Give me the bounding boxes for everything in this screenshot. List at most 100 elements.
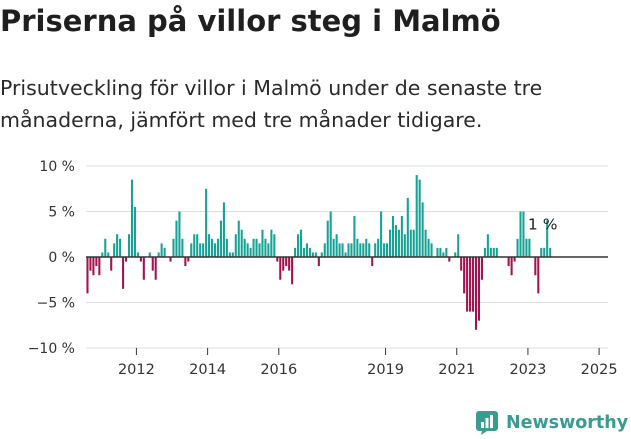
bar (222, 202, 225, 257)
bar (466, 257, 469, 312)
chart-title: Priserna på villor steg i Malmö (0, 4, 501, 38)
x-tick-label: 2014 (189, 362, 226, 378)
bar (386, 243, 389, 257)
bar (489, 247, 492, 257)
bar (291, 257, 294, 285)
bar-chart: 10 % 5 % 0 % −5 % −10 % 2012 2014 2016 2019 2021 2… (28, 159, 618, 378)
bar (181, 238, 184, 257)
bar (415, 175, 418, 257)
bar (383, 243, 386, 257)
bar (525, 238, 528, 257)
bar (302, 247, 306, 257)
bar (261, 229, 264, 257)
bar (160, 243, 163, 257)
bar (347, 243, 350, 257)
bar (187, 257, 190, 262)
bar (540, 247, 543, 257)
bar (98, 257, 101, 276)
bar (368, 243, 371, 257)
bar (130, 179, 134, 257)
bar (388, 229, 392, 257)
bar (528, 238, 531, 257)
bar (344, 252, 347, 257)
bar (172, 238, 175, 257)
bar (193, 234, 196, 257)
bar (534, 257, 537, 276)
bar (353, 216, 356, 257)
bar (178, 211, 181, 257)
bar (270, 229, 273, 257)
bar (169, 257, 172, 262)
bar (546, 220, 549, 257)
bar (294, 247, 297, 257)
bar (246, 243, 249, 257)
bar (297, 234, 300, 257)
bar (288, 257, 291, 271)
bar (412, 229, 415, 257)
bar (350, 243, 353, 257)
bar (460, 257, 463, 271)
bar (276, 257, 279, 262)
bar (371, 257, 374, 267)
bar (258, 243, 261, 257)
y-tick-label: −10 % (28, 341, 75, 357)
x-tick-label: 2016 (260, 362, 297, 378)
bar (154, 257, 157, 280)
bar (341, 243, 344, 257)
bar (442, 252, 445, 257)
bar (359, 243, 362, 257)
bar (213, 243, 217, 257)
bar (219, 220, 222, 257)
bar (480, 257, 483, 280)
bar (136, 252, 139, 257)
bar (308, 247, 311, 257)
bar (157, 252, 160, 257)
bar (228, 252, 231, 257)
bar (282, 257, 285, 271)
bar (400, 216, 403, 257)
newsworthy-logo-icon (476, 411, 498, 435)
bar (394, 225, 397, 257)
bar (362, 243, 365, 257)
bar (338, 243, 341, 257)
bar (125, 257, 128, 262)
bar (208, 234, 211, 257)
bar (329, 211, 332, 257)
bar (196, 234, 199, 257)
bar (427, 238, 430, 257)
bar (190, 243, 193, 257)
bar (516, 238, 519, 257)
x-tick-label: 2025 (581, 362, 618, 378)
bar (418, 179, 421, 257)
bar (445, 247, 448, 257)
bar (406, 197, 409, 257)
bar (199, 243, 202, 257)
bar (397, 229, 400, 257)
bar (252, 238, 255, 257)
bar (495, 247, 498, 257)
bar (279, 257, 282, 280)
bar (101, 252, 104, 257)
bar (133, 206, 136, 257)
brand-name: Newsworthy (506, 413, 629, 433)
bar (142, 257, 145, 280)
bar (436, 247, 439, 257)
bar (409, 229, 412, 257)
bar (457, 234, 460, 257)
bar (205, 188, 208, 257)
y-tick-label: 5 % (48, 205, 75, 221)
bar (211, 238, 214, 257)
bar (92, 257, 95, 276)
bar (424, 229, 427, 257)
bar (127, 234, 131, 257)
bar (243, 238, 246, 257)
bar (305, 243, 308, 257)
bar (365, 238, 368, 257)
bar (113, 243, 116, 257)
bar (104, 238, 107, 257)
bar (184, 257, 187, 267)
bar (273, 234, 276, 257)
x-tick-label: 2012 (118, 362, 155, 378)
bar (122, 257, 125, 289)
bar (326, 220, 329, 257)
